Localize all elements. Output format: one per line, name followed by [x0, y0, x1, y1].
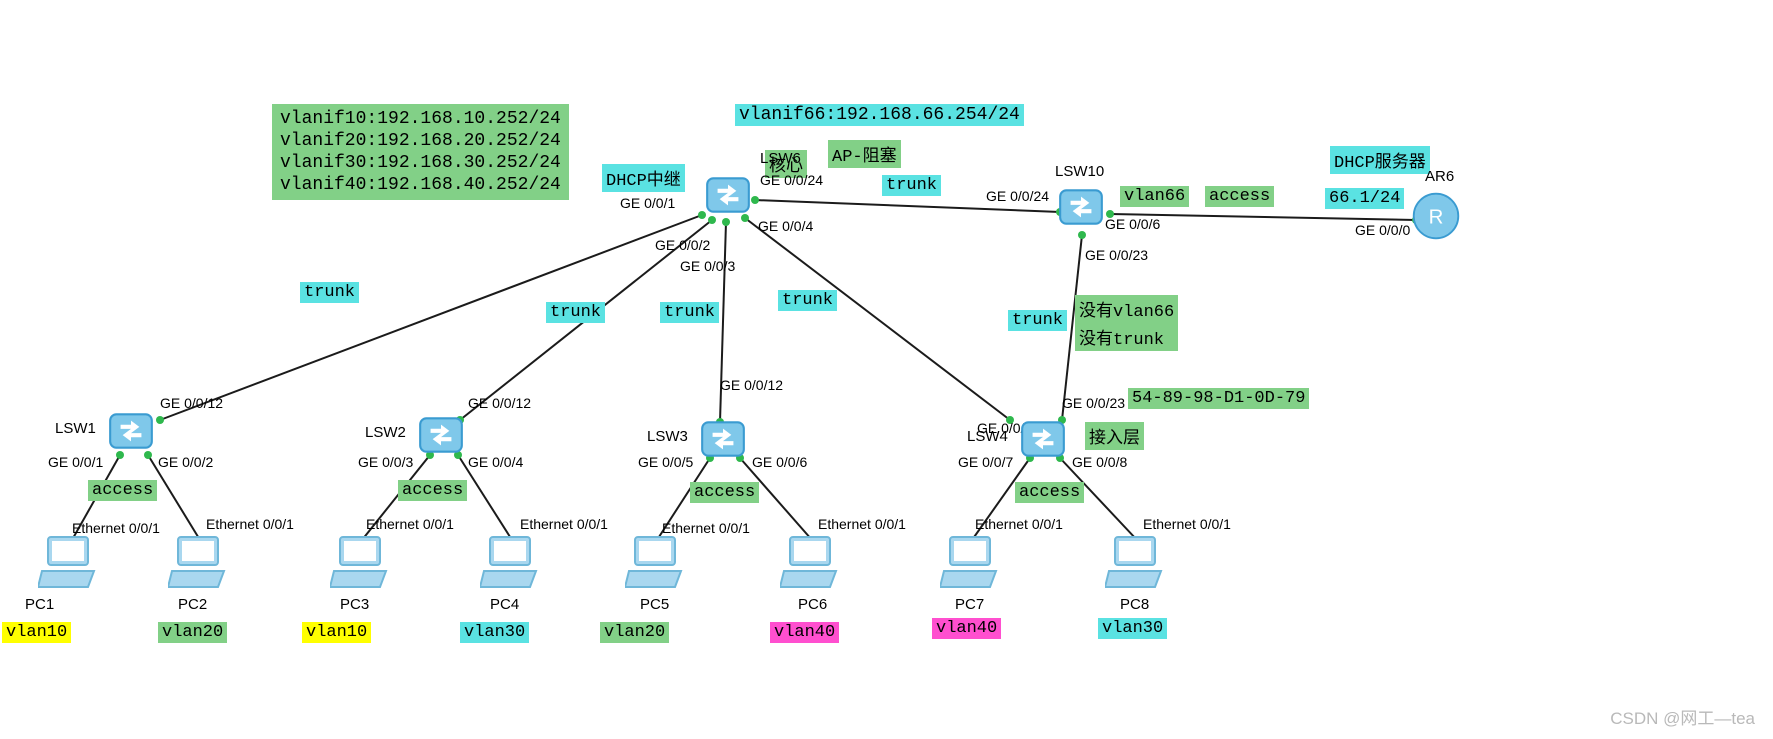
label-pc3: PC3 [340, 596, 369, 613]
label-lsw4: LSW4 [967, 428, 1008, 445]
switch-lsw4[interactable] [1018, 414, 1068, 469]
pc7-icon[interactable] [940, 535, 1000, 596]
port-lsw1-ge002: GE 0/0/2 [158, 454, 213, 470]
dhcp-relay-label: DHCP中继 [602, 164, 685, 192]
topology-canvas: vlanif10:192.168.10.252/24 vlanif20:192.… [0, 0, 1773, 739]
switch-lsw2[interactable] [416, 410, 466, 465]
ap-block-label: AP-阻塞 [828, 140, 901, 168]
trunk-lsw6-lsw10: trunk [882, 175, 941, 196]
router-ar6[interactable] [1410, 190, 1462, 247]
switch-lsw3[interactable] [698, 414, 748, 469]
vlan-pc8: vlan30 [1098, 618, 1167, 639]
no-vlan66-b: 没有trunk [1075, 323, 1178, 351]
mac-label: 54-89-98-D1-0D-79 [1128, 388, 1309, 409]
port-lsw6-ge0024: GE 0/0/24 [760, 172, 823, 188]
vlanif20: vlanif20:192.168.20.252/24 [280, 130, 561, 152]
label-ar6: AR6 [1425, 168, 1454, 185]
vlan-pc2: vlan20 [158, 622, 227, 643]
pc8-icon[interactable] [1105, 535, 1165, 596]
switch-lsw6[interactable] [703, 170, 753, 225]
port-pc8-eth: Ethernet 0/0/1 [1143, 516, 1231, 532]
vlanif30: vlanif30:192.168.30.252/24 [280, 152, 561, 174]
vlanif66-label: vlanif66:192.168.66.254/24 [735, 104, 1024, 126]
port-lsw2-ge004: GE 0/0/4 [468, 454, 523, 470]
port-pc4-eth: Ethernet 0/0/1 [520, 516, 608, 532]
pc1-icon[interactable] [38, 535, 98, 596]
no-vlan66-a: 没有vlan66 [1075, 295, 1178, 323]
trunk-lsw6-lsw2: trunk [546, 302, 605, 323]
vlan-pc5: vlan20 [600, 622, 669, 643]
port-lsw10-ge006: GE 0/0/6 [1105, 216, 1160, 232]
switch-lsw10[interactable] [1056, 182, 1106, 237]
label-lsw3: LSW3 [647, 428, 688, 445]
pc4-icon[interactable] [480, 535, 540, 596]
label-pc6: PC6 [798, 596, 827, 613]
port-lsw2-ge003: GE 0/0/3 [358, 454, 413, 470]
port-lsw6-ge003: GE 0/0/3 [680, 258, 735, 274]
port-lsw3-ge006: GE 0/0/6 [752, 454, 807, 470]
port-lsw6-ge001: GE 0/0/1 [620, 195, 675, 211]
switch-lsw1[interactable] [106, 406, 156, 461]
label-lsw1: LSW1 [55, 420, 96, 437]
port-lsw3-ge005: GE 0/0/5 [638, 454, 693, 470]
port-lsw2-ge0012: GE 0/0/12 [468, 395, 531, 411]
label-pc2: PC2 [178, 596, 207, 613]
port-lsw10-ge0024: GE 0/0/24 [986, 188, 1049, 204]
port-lsw4-ge008: GE 0/0/8 [1072, 454, 1127, 470]
pc6-icon[interactable] [780, 535, 840, 596]
trunk-lsw6-lsw3: trunk [660, 302, 719, 323]
vlan-pc7: vlan40 [932, 618, 1001, 639]
port-pc7-eth: Ethernet 0/0/1 [975, 516, 1063, 532]
vlan-pc6: vlan40 [770, 622, 839, 643]
access-lsw4: access [1015, 482, 1084, 503]
port-pc3-eth: Ethernet 0/0/1 [366, 516, 454, 532]
trunk-lsw6-lsw1: trunk [300, 282, 359, 303]
label-pc4: PC4 [490, 596, 519, 613]
vlanif-block: vlanif10:192.168.10.252/24 vlanif20:192.… [272, 104, 569, 200]
port-pc1-eth: Ethernet 0/0/1 [72, 520, 160, 536]
pc3-icon[interactable] [330, 535, 390, 596]
label-pc1: PC1 [25, 596, 54, 613]
port-pc2-eth: Ethernet 0/0/1 [206, 516, 294, 532]
port-lsw10-ge0023: GE 0/0/23 [1085, 247, 1148, 263]
label-pc5: PC5 [640, 596, 669, 613]
dhcp-server-label: DHCP服务器 [1330, 146, 1430, 174]
port-lsw1-ge001: GE 0/0/1 [48, 454, 103, 470]
vlan-pc1: vlan10 [2, 622, 71, 643]
access-lsw10-ar6: access [1205, 186, 1274, 207]
label-lsw6: LSW6 [760, 150, 801, 167]
vlan-pc3: vlan10 [302, 622, 371, 643]
port-lsw4-ge0023: GE 0/0/23 [1062, 395, 1125, 411]
port-lsw6-ge002: GE 0/0/2 [655, 237, 710, 253]
label-pc7: PC7 [955, 596, 984, 613]
port-lsw4-ge007: GE 0/0/7 [958, 454, 1013, 470]
port-lsw6-ge004: GE 0/0/4 [758, 218, 813, 234]
vlanif10: vlanif10:192.168.10.252/24 [280, 108, 561, 130]
label-lsw10: LSW10 [1055, 163, 1104, 180]
label-lsw2: LSW2 [365, 424, 406, 441]
vlan-pc4: vlan30 [460, 622, 529, 643]
access-lsw3: access [690, 482, 759, 503]
pc2-icon[interactable] [168, 535, 228, 596]
access-lsw1: access [88, 480, 157, 501]
access-lsw2: access [398, 480, 467, 501]
port-pc5-eth: Ethernet 0/0/1 [662, 520, 750, 536]
pc5-icon[interactable] [625, 535, 685, 596]
no-vlan66-block: 没有vlan66 没有trunk [1075, 295, 1178, 351]
trunk-lsw10-lsw4: trunk [1008, 310, 1067, 331]
port-lsw1-ge0012: GE 0/0/12 [160, 395, 223, 411]
trunk-lsw6-lsw4: trunk [778, 290, 837, 311]
watermark: CSDN @网工—tea [1610, 704, 1755, 729]
port-ar6-ge000: GE 0/0/0 [1355, 222, 1410, 238]
ip-label: 66.1/24 [1325, 188, 1404, 209]
vlan66-label: vlan66 [1120, 186, 1189, 207]
port-lsw3-ptop: GE 0/0/12 [720, 377, 783, 393]
vlanif40: vlanif40:192.168.40.252/24 [280, 174, 561, 196]
label-pc8: PC8 [1120, 596, 1149, 613]
access-layer-label: 接入层 [1085, 422, 1144, 450]
port-pc6-eth: Ethernet 0/0/1 [818, 516, 906, 532]
